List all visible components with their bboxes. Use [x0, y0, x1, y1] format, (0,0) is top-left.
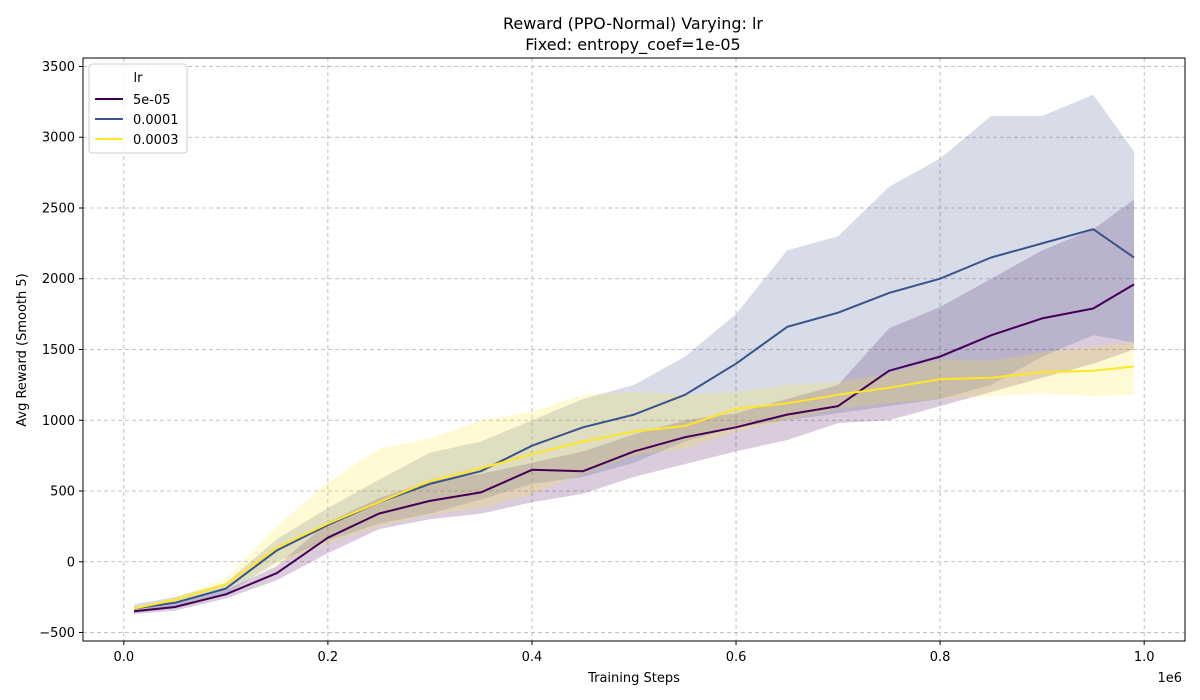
chart-title-line1: Reward (PPO-Normal) Varying: lr — [503, 14, 763, 33]
band-0.0001 — [134, 94, 1134, 613]
y-tick-label: −500 — [39, 626, 75, 641]
series-line-0.0003 — [133, 365, 1135, 610]
legend-box — [88, 63, 188, 154]
x-tick-label: 0.0 — [113, 650, 134, 665]
y-axis-offset-text: 1e6 — [1157, 671, 1182, 686]
x-tick-label: 0.6 — [726, 650, 747, 665]
series-line-0.0001 — [133, 228, 1135, 610]
series-lines — [133, 228, 1135, 613]
x-tick-label: 1.0 — [1134, 650, 1155, 665]
y-tick-label: 1000 — [42, 414, 75, 429]
y-tick-label: 0 — [67, 555, 75, 570]
x-axis-label: Training Steps — [587, 671, 680, 686]
y-tick-label: 3500 — [42, 60, 75, 75]
legend-label-0.0001: 0.0001 — [133, 113, 179, 128]
y-axis-label: Avg Reward (Smooth 5) — [15, 273, 30, 426]
band-5e-05 — [134, 199, 1134, 615]
x-tick-label: 0.2 — [318, 650, 339, 665]
y-tick-label: 3000 — [42, 131, 75, 146]
x-tick-label: 0.8 — [930, 650, 951, 665]
legend-label-0.0003: 0.0003 — [133, 133, 179, 148]
y-tick-label: 500 — [50, 485, 75, 500]
y-tick-label: 2000 — [42, 272, 75, 287]
y-tick-label: 2500 — [42, 201, 75, 216]
legend: lr 5e-05 0.0001 0.0003 — [88, 63, 188, 154]
chart-title-line2: Fixed: entropy_coef=1e-05 — [525, 35, 740, 55]
legend-label-5e-05: 5e-05 — [133, 93, 171, 108]
grid-lines — [83, 58, 1185, 641]
axis-ticks: 0.0 0.2 0.4 0.6 0.8 1.0 −500 0 500 1000 1500 2000 25… — [39, 60, 1154, 665]
legend-title: lr — [134, 71, 144, 86]
series-line-5e-05 — [133, 283, 1135, 613]
y-tick-label: 1500 — [42, 343, 75, 358]
x-tick-label: 0.4 — [522, 650, 543, 665]
